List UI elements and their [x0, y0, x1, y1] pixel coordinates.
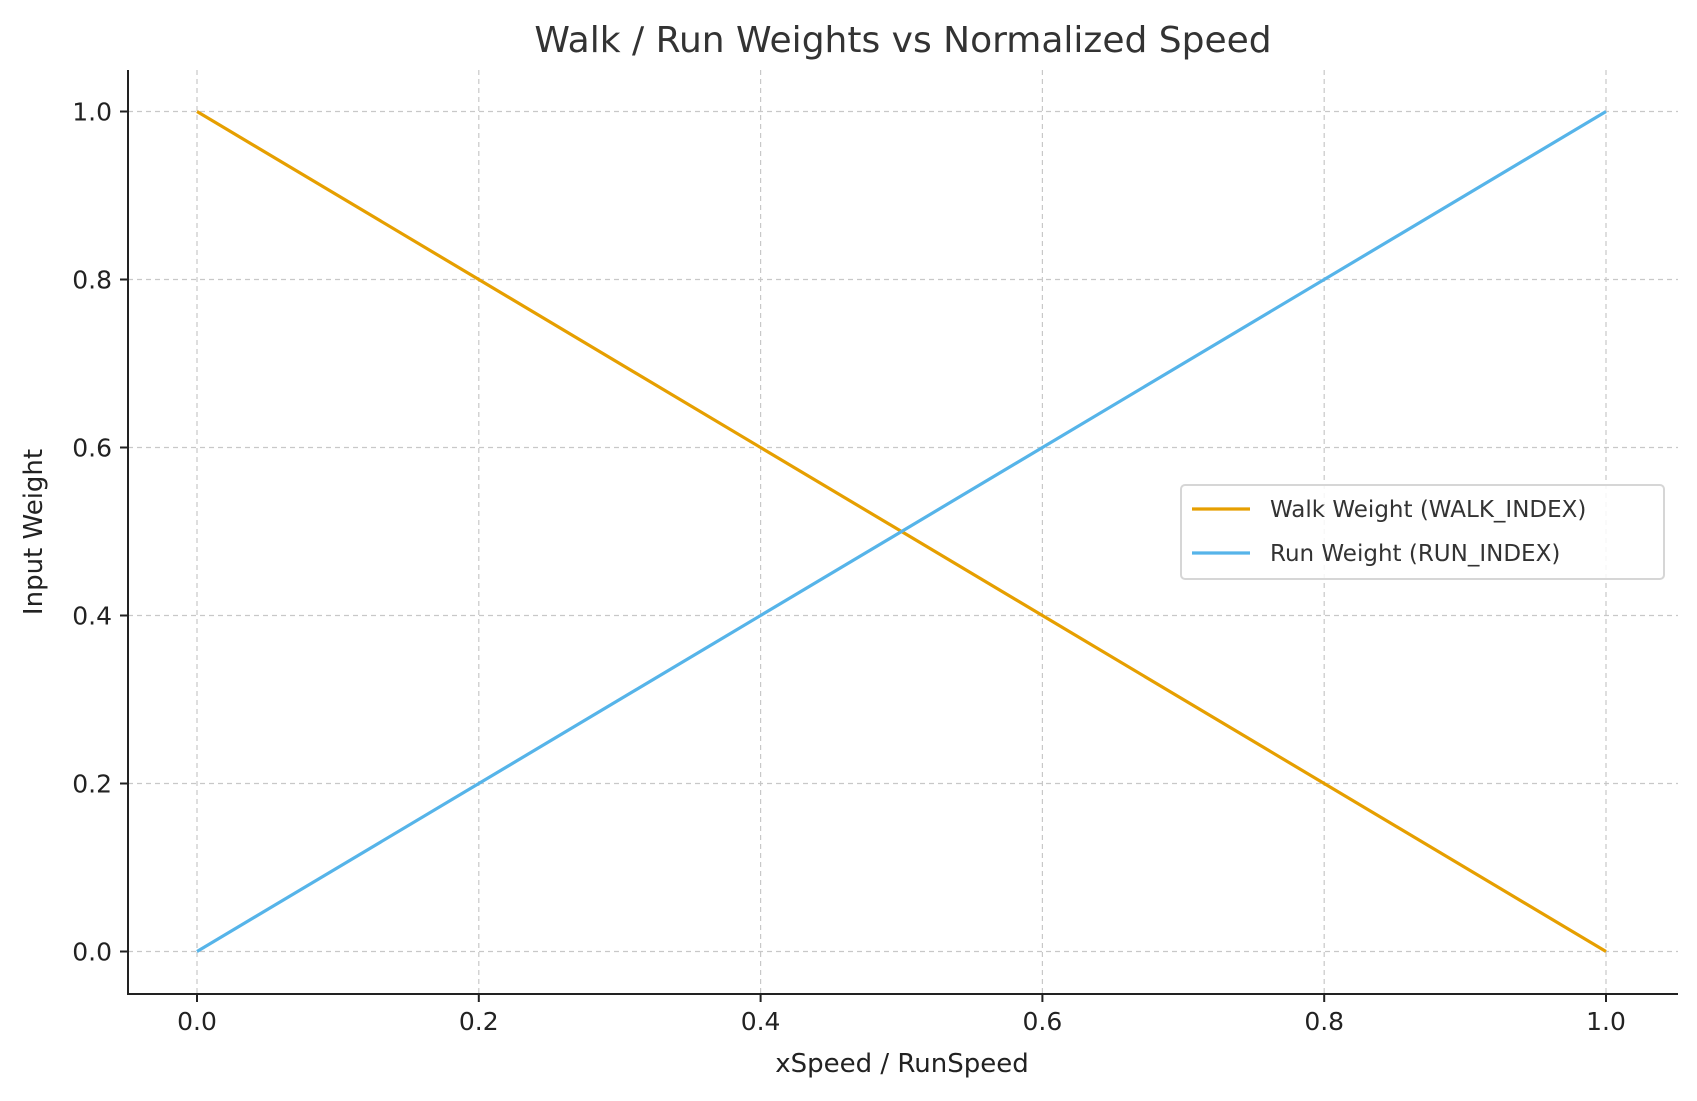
legend-box — [1180, 484, 1665, 580]
y-tick-label: 0.6 — [72, 434, 112, 463]
x-tick-label: 1.0 — [1586, 1007, 1626, 1036]
x-axis-label: xSpeed / RunSpeed — [775, 1049, 1029, 1079]
y-ticks: 0.0 0.2 0.4 0.6 0.8 1.0 — [72, 98, 128, 967]
x-tick-label: 0.0 — [177, 1007, 217, 1036]
y-tick-label: 0.0 — [72, 938, 112, 967]
chart-title: Walk / Run Weights vs Normalized Speed — [534, 20, 1271, 61]
y-tick-label: 1.0 — [72, 98, 112, 127]
legend-label: Walk Weight (WALK_INDEX) — [1270, 497, 1586, 523]
y-tick-label: 0.8 — [72, 266, 112, 295]
legend-label: Run Weight (RUN_INDEX) — [1270, 541, 1560, 567]
series-line-run — [196, 110, 1607, 953]
x-tick-label: 0.4 — [741, 1007, 781, 1036]
x-tick-label: 0.6 — [1023, 1007, 1063, 1036]
x-ticks: 0.0 0.2 0.4 0.6 0.8 1.0 — [177, 994, 1626, 1036]
x-tick-label: 0.2 — [459, 1007, 499, 1036]
series-lines — [196, 110, 1607, 953]
y-tick-label: 0.4 — [72, 602, 112, 631]
x-tick-label: 0.8 — [1304, 1007, 1344, 1036]
legend: Walk Weight (WALK_INDEX) Run Weight (RUN_… — [1180, 484, 1665, 580]
y-tick-label: 0.2 — [72, 770, 112, 799]
y-axis-label: Input Weight — [19, 449, 49, 615]
